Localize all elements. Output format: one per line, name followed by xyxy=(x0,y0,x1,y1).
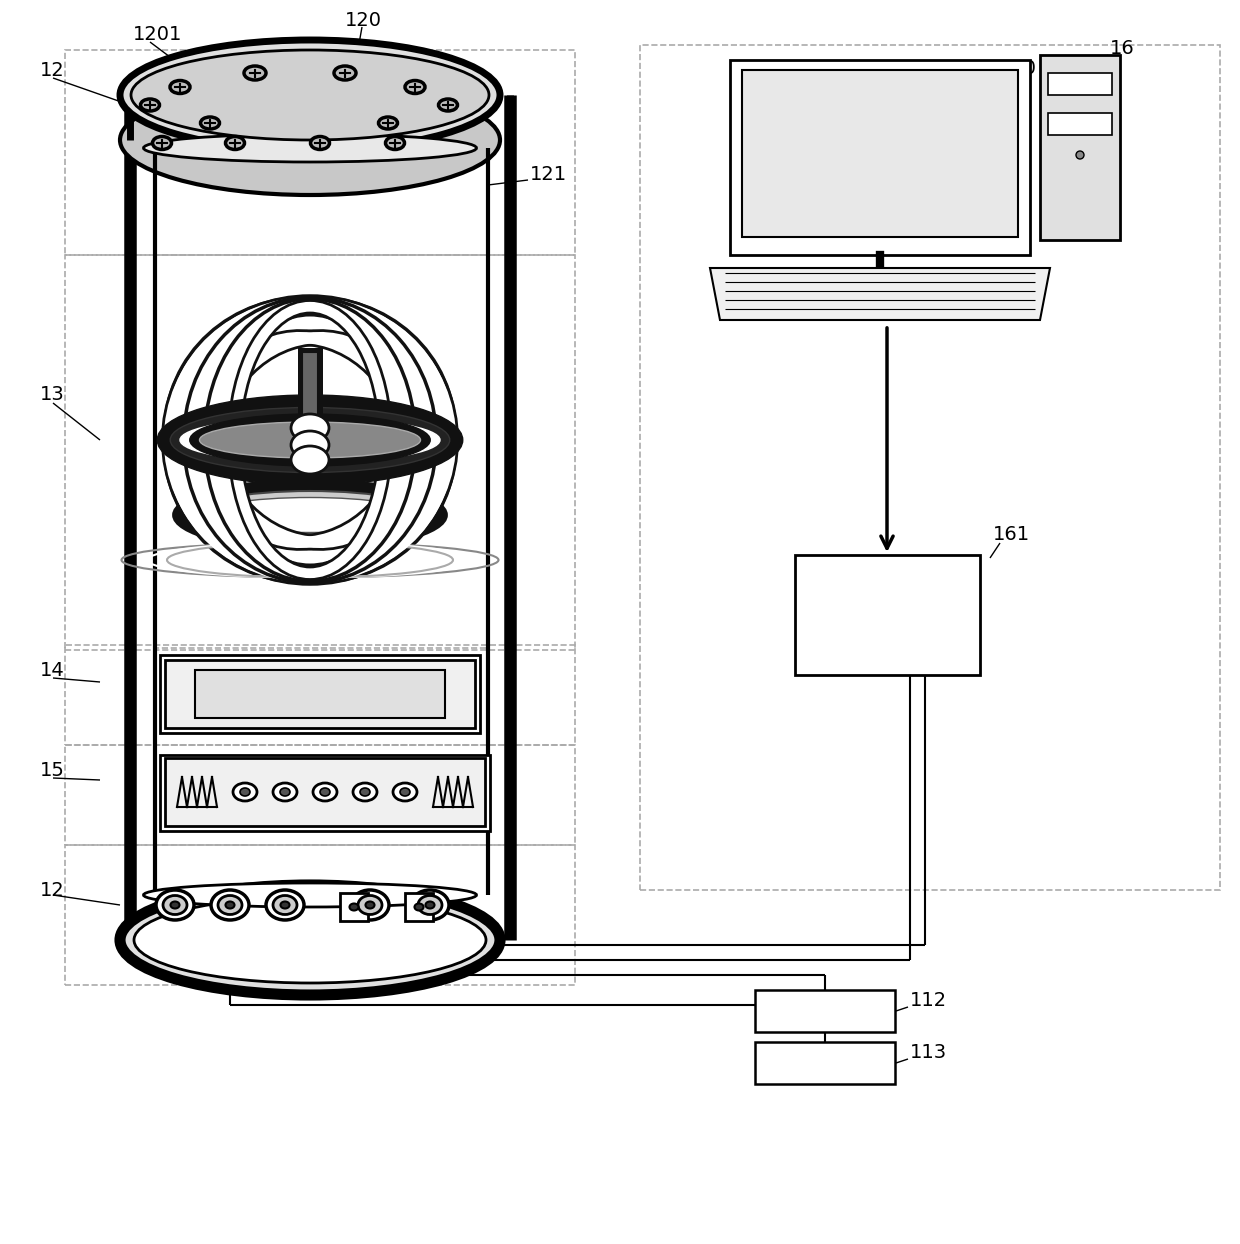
Ellipse shape xyxy=(1076,151,1084,159)
Ellipse shape xyxy=(134,897,486,983)
Text: 12: 12 xyxy=(40,61,64,80)
Ellipse shape xyxy=(273,896,298,914)
Ellipse shape xyxy=(310,137,330,149)
Ellipse shape xyxy=(171,902,180,908)
Bar xyxy=(1048,73,1112,95)
Text: 121: 121 xyxy=(529,165,567,184)
Ellipse shape xyxy=(414,903,424,911)
Ellipse shape xyxy=(244,66,267,80)
Ellipse shape xyxy=(226,137,244,149)
Text: 120: 120 xyxy=(345,10,382,30)
Ellipse shape xyxy=(218,896,242,914)
Ellipse shape xyxy=(144,883,476,907)
Ellipse shape xyxy=(378,117,398,129)
Ellipse shape xyxy=(170,408,450,473)
Bar xyxy=(130,95,510,940)
Bar xyxy=(64,745,575,845)
Bar xyxy=(1048,113,1112,136)
Ellipse shape xyxy=(267,889,304,921)
Bar xyxy=(340,893,368,921)
Ellipse shape xyxy=(353,782,377,801)
Text: 112: 112 xyxy=(910,990,947,1009)
Ellipse shape xyxy=(200,422,420,458)
Bar xyxy=(742,70,1018,238)
Ellipse shape xyxy=(291,430,329,459)
Ellipse shape xyxy=(180,418,440,463)
Ellipse shape xyxy=(174,480,446,550)
Ellipse shape xyxy=(334,66,356,80)
Text: 13: 13 xyxy=(40,386,64,404)
Bar xyxy=(165,661,475,728)
Bar xyxy=(795,555,980,675)
Ellipse shape xyxy=(418,896,441,914)
Ellipse shape xyxy=(120,40,500,151)
Ellipse shape xyxy=(131,50,489,141)
Ellipse shape xyxy=(439,100,458,111)
Ellipse shape xyxy=(280,787,290,796)
Text: 数据采集: 数据采集 xyxy=(859,618,915,642)
Bar xyxy=(64,255,575,651)
Ellipse shape xyxy=(226,902,234,908)
Text: 113: 113 xyxy=(910,1042,947,1061)
Text: 14: 14 xyxy=(40,661,64,679)
Ellipse shape xyxy=(358,896,382,914)
Bar xyxy=(160,656,480,733)
Ellipse shape xyxy=(405,81,425,93)
Bar xyxy=(755,1042,895,1084)
Ellipse shape xyxy=(366,902,374,908)
Bar xyxy=(64,50,575,255)
Bar xyxy=(1040,55,1120,240)
Ellipse shape xyxy=(140,100,160,111)
Bar xyxy=(195,671,445,718)
Bar xyxy=(160,755,490,831)
Ellipse shape xyxy=(291,414,329,442)
Ellipse shape xyxy=(170,81,190,93)
Bar xyxy=(64,845,575,985)
Text: 160: 160 xyxy=(999,58,1037,77)
Ellipse shape xyxy=(162,896,187,914)
Bar xyxy=(165,758,485,826)
Ellipse shape xyxy=(401,787,410,796)
Ellipse shape xyxy=(350,903,358,911)
Bar xyxy=(64,644,575,745)
Bar xyxy=(730,60,1030,255)
Text: 16: 16 xyxy=(1110,39,1135,57)
Ellipse shape xyxy=(157,396,463,485)
Ellipse shape xyxy=(312,782,337,801)
Ellipse shape xyxy=(386,137,404,149)
Ellipse shape xyxy=(241,787,250,796)
Ellipse shape xyxy=(153,137,171,149)
Ellipse shape xyxy=(351,889,389,921)
Text: 12: 12 xyxy=(40,881,64,899)
Ellipse shape xyxy=(190,491,430,539)
Ellipse shape xyxy=(211,889,249,921)
Ellipse shape xyxy=(201,117,219,129)
Text: 15: 15 xyxy=(40,760,64,780)
Ellipse shape xyxy=(144,134,476,162)
Ellipse shape xyxy=(273,782,298,801)
Ellipse shape xyxy=(233,782,257,801)
Ellipse shape xyxy=(393,782,417,801)
Text: 1550nm: 1550nm xyxy=(785,1001,866,1020)
Ellipse shape xyxy=(156,889,193,921)
Ellipse shape xyxy=(360,787,370,796)
Ellipse shape xyxy=(120,884,500,995)
Ellipse shape xyxy=(190,414,430,466)
Ellipse shape xyxy=(410,889,449,921)
Text: 卡: 卡 xyxy=(880,585,894,610)
Ellipse shape xyxy=(203,498,417,532)
Bar xyxy=(405,893,433,921)
Text: 1201: 1201 xyxy=(133,25,182,45)
Bar xyxy=(755,990,895,1033)
Bar xyxy=(640,45,1220,889)
Ellipse shape xyxy=(120,85,500,195)
Polygon shape xyxy=(711,267,1050,320)
Text: 1310nm: 1310nm xyxy=(785,1054,866,1072)
Ellipse shape xyxy=(320,787,330,796)
Ellipse shape xyxy=(280,902,289,908)
Ellipse shape xyxy=(291,447,329,474)
Ellipse shape xyxy=(425,902,434,908)
Text: 161: 161 xyxy=(993,525,1030,545)
